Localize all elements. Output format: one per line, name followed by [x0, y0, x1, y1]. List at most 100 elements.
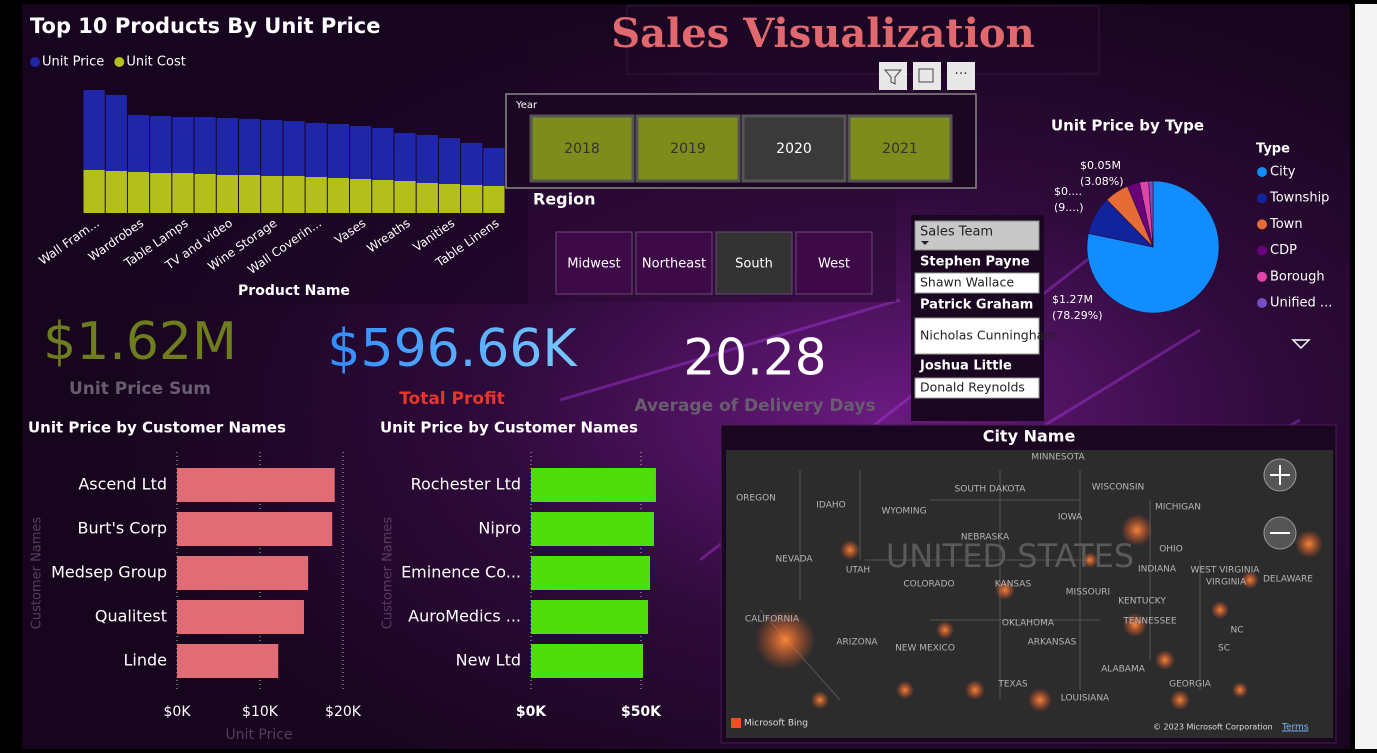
x-tick-label: $50K: [621, 704, 662, 720]
map-label: INDIANA: [1138, 565, 1177, 575]
map-label: UTAH: [846, 566, 870, 576]
bar: [531, 556, 651, 590]
y-tick-label: New Ltd: [456, 651, 521, 670]
filter-icon[interactable]: [879, 62, 907, 90]
y-tick-label: Rochester Ltd: [411, 475, 521, 494]
map-bubble: [1155, 650, 1175, 670]
map-label: IOWA: [1058, 513, 1083, 523]
ribbon-segment: [150, 173, 172, 213]
map-label: NEVADA: [775, 555, 813, 565]
map-bubble: [811, 691, 829, 709]
edge: [1355, 4, 1377, 749]
y-tick-label: Burt's Corp: [78, 519, 167, 538]
ribbon-segment: [261, 176, 283, 213]
legend-scroll[interactable]: [1291, 339, 1311, 350]
data-label: (3.08%): [1080, 175, 1124, 188]
map-bubble: [1082, 552, 1098, 568]
map-bubble: [995, 580, 1015, 600]
ribbon-segment: [394, 181, 416, 213]
map-bubble: [1232, 682, 1248, 698]
bar: [531, 512, 654, 546]
pie-slice: [1148, 180, 1154, 248]
bar: [531, 644, 643, 678]
y-axis-title: Customer Names: [381, 517, 396, 630]
map-label: WYOMING: [881, 507, 926, 517]
chart-title: Unit Price by Customer Names: [28, 419, 286, 437]
legend-label: CDP: [1270, 243, 1297, 258]
slicer-option: Patrick Graham: [920, 298, 1033, 313]
map-label: IDAHO: [816, 501, 845, 511]
bar: [177, 644, 279, 678]
toolbar: ···: [879, 62, 975, 90]
ribbon-segment: [372, 180, 394, 213]
slicer-item-box[interactable]: [914, 377, 1040, 399]
ribbon-segment: [172, 117, 194, 173]
slicer-item-box[interactable]: [914, 272, 1040, 294]
legend-label: Borough: [1270, 269, 1325, 284]
slicer-option: Shawn Wallace: [920, 275, 1014, 290]
map-label: MISSOURI: [1066, 588, 1110, 598]
ribbon-segment: [350, 179, 372, 213]
slicer-button[interactable]: [635, 114, 741, 183]
slicer-button[interactable]: [715, 231, 793, 295]
map-label: OKLAHOMA: [1002, 619, 1055, 629]
ribbon-segment: [216, 175, 238, 213]
x-tick-label: $20K: [325, 704, 362, 720]
kpi-value: 20.28: [683, 329, 826, 387]
ribbon-segment: [194, 174, 216, 213]
map-bubble: [1295, 530, 1323, 558]
kpi-label: Average of Delivery Days: [634, 396, 875, 416]
slicer-option: 2019: [670, 141, 706, 157]
slicer-button[interactable]: [847, 114, 953, 183]
legend-marker: [1257, 193, 1267, 204]
slicer-item-box[interactable]: [914, 317, 1040, 355]
x-tick-label: $0K: [516, 704, 547, 720]
y-axis-title: Customer Names: [30, 517, 45, 630]
ribbon-segment: [416, 183, 438, 213]
chart-title: Unit Price by Customer Names: [380, 419, 638, 437]
ribbon-segment: [394, 133, 416, 181]
ribbon-segment: [483, 148, 505, 186]
ribbon-segment: [172, 173, 194, 213]
ribbon-segment: [350, 126, 372, 179]
map-label: TENNESSEE: [1122, 617, 1176, 627]
map-label: TEXAS: [997, 680, 1028, 690]
slicer-button[interactable]: [741, 114, 847, 183]
legend-label: Unit Price: [42, 55, 104, 70]
map-title: City Name: [983, 427, 1076, 446]
more-icon[interactable]: [947, 62, 975, 90]
map-label: MICHIGAN: [1155, 503, 1201, 513]
map-canvas: [726, 450, 1333, 738]
map-bubble: [1028, 688, 1052, 712]
ribbon-segment: [372, 128, 394, 180]
slicer-button[interactable]: [529, 114, 635, 183]
data-label: $1.27M: [1052, 293, 1093, 306]
map-bubble: [936, 621, 954, 639]
ribbon-segment: [261, 120, 283, 176]
ribbon-segment: [327, 124, 350, 178]
ribbon-segment: [127, 172, 150, 213]
page-title: Sales Visualization: [611, 10, 1034, 57]
slicer-button[interactable]: [795, 231, 873, 295]
map-terms: Terms: [1281, 723, 1309, 733]
map-bubble: [1121, 514, 1153, 546]
map-label: ARKANSAS: [1028, 638, 1077, 648]
slicer-button[interactable]: [635, 231, 713, 295]
map-label: OHIO: [1159, 545, 1183, 555]
y-tick-label: Medsep Group: [51, 563, 167, 582]
focus-icon[interactable]: [913, 62, 941, 90]
slicer-button[interactable]: [555, 231, 633, 295]
slicer-header[interactable]: [914, 220, 1040, 251]
map-bubble: [896, 681, 914, 699]
ribbon-segment: [83, 90, 105, 170]
title-box: [626, 5, 1100, 75]
ribbon-segment: [461, 185, 483, 213]
slicer-option: Joshua Little: [919, 359, 1012, 374]
legend-label: Unit Cost: [126, 55, 186, 70]
map-bubble: [965, 680, 985, 700]
ribbon-segment: [416, 135, 438, 183]
data-label: (9....): [1054, 201, 1084, 214]
pie-slice: [1086, 180, 1220, 314]
legend-marker: [1257, 219, 1267, 230]
map-bubble: [1241, 571, 1259, 589]
